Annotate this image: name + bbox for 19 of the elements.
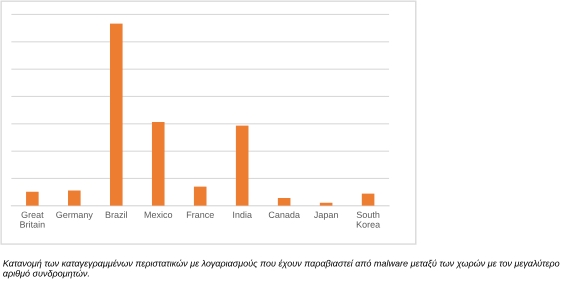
x-tick-label: India: [233, 211, 252, 218]
x-tick-label: Mexico: [144, 211, 172, 218]
bar: [278, 198, 290, 206]
bar: [194, 186, 207, 206]
bar: [236, 126, 248, 206]
x-tick-label: Germany: [56, 212, 93, 220]
bar: [320, 202, 332, 206]
bar: [362, 194, 374, 206]
bar: [110, 24, 123, 206]
x-tick-label: Canada: [268, 211, 300, 218]
bar: [152, 122, 165, 206]
bar: [68, 190, 81, 206]
text: Κατανομή των καταγεγραμμένων περιστατικών με λογαριασμούς που έχουν παραβιαστεί από malware μεταξύ των χωρών με τον μεγαλύτερο αριθμό συνδρομητών.: [3, 260, 560, 278]
x-tick-label: France: [186, 212, 214, 218]
x-tick-label: Japan: [314, 212, 338, 220]
x-tick-label: South Korea: [356, 211, 380, 228]
x-tick-label: Great Britain: [20, 212, 45, 228]
x-tick-label: Brazil: [106, 211, 127, 218]
bar: [26, 192, 39, 206]
